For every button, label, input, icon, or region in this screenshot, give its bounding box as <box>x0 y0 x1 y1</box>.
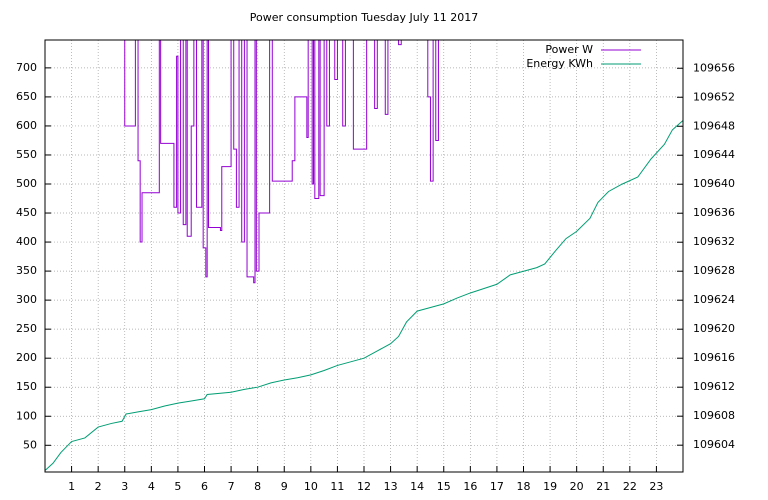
y-tick-label: 250 <box>16 322 37 335</box>
y2-tick-label: 109636 <box>693 206 735 219</box>
y2-tick-label: 109624 <box>693 293 735 306</box>
x-tick-label: 21 <box>596 480 610 493</box>
legend-label: Power W <box>545 43 593 56</box>
series-line <box>45 120 683 471</box>
x-tick-label: 18 <box>517 480 531 493</box>
y2-tick-label: 109608 <box>693 409 735 422</box>
x-tick-label: 22 <box>623 480 637 493</box>
x-tick-label: 13 <box>384 480 398 493</box>
x-tick-label: 23 <box>649 480 663 493</box>
y-tick-label: 450 <box>16 206 37 219</box>
x-tick-label: 7 <box>228 480 235 493</box>
x-tick-label: 11 <box>330 480 344 493</box>
y-tick-label: 350 <box>16 264 37 277</box>
x-tick-label: 12 <box>357 480 371 493</box>
y2-tick-label: 109616 <box>693 351 735 364</box>
y2-tick-label: 109648 <box>693 119 735 132</box>
y2-tick-label: 109656 <box>693 61 735 74</box>
y-tick-label: 500 <box>16 177 37 190</box>
x-tick-label: 15 <box>437 480 451 493</box>
x-tick-label: 1 <box>68 480 75 493</box>
x-tick-label: 6 <box>201 480 208 493</box>
x-tick-label: 4 <box>148 480 155 493</box>
y-tick-label: 300 <box>16 293 37 306</box>
y-tick-label: 50 <box>23 438 37 451</box>
y2-tick-label: 109612 <box>693 380 735 393</box>
y2-tick-label: 109640 <box>693 177 735 190</box>
y2-tick-label: 109644 <box>693 148 735 161</box>
x-tick-label: 3 <box>121 480 128 493</box>
y-tick-label: 400 <box>16 235 37 248</box>
y-tick-label: 650 <box>16 90 37 103</box>
y-tick-label: 150 <box>16 380 37 393</box>
y-tick-label: 200 <box>16 351 37 364</box>
legend-label: Energy KWh <box>526 57 593 70</box>
y2-tick-label: 109628 <box>693 264 735 277</box>
y2-tick-label: 109652 <box>693 90 735 103</box>
y2-tick-label: 109604 <box>693 438 735 451</box>
x-tick-label: 20 <box>570 480 584 493</box>
x-tick-label: 5 <box>174 480 181 493</box>
x-tick-label: 2 <box>95 480 102 493</box>
x-tick-label: 17 <box>490 480 504 493</box>
x-tick-label: 8 <box>254 480 261 493</box>
y2-tick-label: 109620 <box>693 322 735 335</box>
y-tick-label: 600 <box>16 119 37 132</box>
x-tick-label: 14 <box>410 480 424 493</box>
chart-title: Power consumption Tuesday July 11 2017 <box>250 11 479 24</box>
x-tick-label: 16 <box>463 480 477 493</box>
y-tick-label: 550 <box>16 148 37 161</box>
y2-tick-label: 109632 <box>693 235 735 248</box>
x-tick-label: 9 <box>281 480 288 493</box>
plot-area <box>45 40 683 471</box>
x-tick-label: 10 <box>304 480 318 493</box>
y-tick-label: 100 <box>16 409 37 422</box>
x-tick-label: 19 <box>543 480 557 493</box>
y-tick-label: 700 <box>16 61 37 74</box>
